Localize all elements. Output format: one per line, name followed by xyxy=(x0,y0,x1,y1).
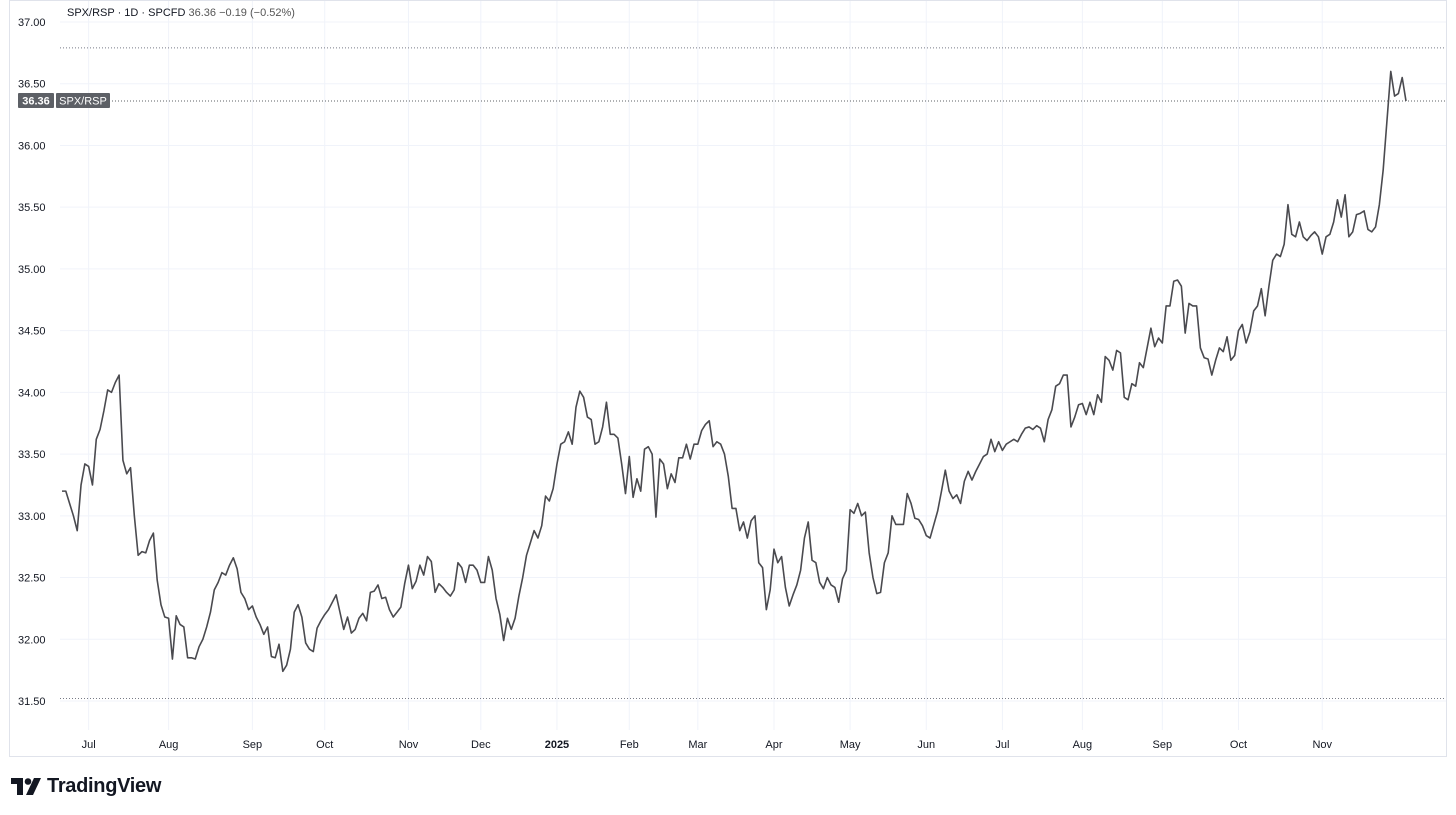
last-price-tag-label: SPX/RSP xyxy=(59,96,107,108)
last-price-tag: 36.36 SPX/RSP xyxy=(18,93,110,108)
y-tick-label: 34.00 xyxy=(18,387,46,399)
y-tick-label: 33.50 xyxy=(18,449,46,461)
series-line-spx-rsp xyxy=(62,70,1407,673)
y-tick-label: 35.50 xyxy=(18,202,46,214)
y-tick-label: 36.50 xyxy=(18,79,46,91)
last-price-tag-label-bg xyxy=(56,93,110,108)
x-tick-label: Nov xyxy=(1312,739,1332,751)
tradingview-logo-text: TradingView xyxy=(47,775,162,797)
x-tick-label: Sep xyxy=(243,739,263,751)
x-tick-label: Mar xyxy=(688,739,707,751)
x-tick-label: Oct xyxy=(1230,739,1247,751)
x-tick-label: Aug xyxy=(1073,739,1093,751)
y-tick-label: 34.50 xyxy=(18,326,46,338)
x-tick-label: Apr xyxy=(765,739,782,751)
x-axis: Jul Aug Sep Oct Nov Dec 2025 Feb Mar Apr May Jun Jul… xyxy=(82,739,1333,751)
x-tick-label: Dec xyxy=(471,739,491,751)
x-tick-label: Jul xyxy=(82,739,96,751)
tradingview-logo-icon xyxy=(11,778,41,795)
x-tick-label: Feb xyxy=(620,739,639,751)
legend-separator: · xyxy=(117,7,125,19)
y-tick-label: 37.00 xyxy=(18,17,46,29)
x-tick-label: Oct xyxy=(316,739,333,751)
horizontal-lines xyxy=(60,47,1446,700)
y-tick-label: 32.00 xyxy=(18,634,46,646)
chart-frame xyxy=(9,0,1447,757)
y-tick-label: 31.50 xyxy=(18,696,46,708)
x-tick-label: Nov xyxy=(399,739,419,751)
x-tick-label: Aug xyxy=(159,739,179,751)
legend-separator: · xyxy=(141,7,149,19)
y-tick-label: 33.00 xyxy=(18,511,46,523)
x-tick-label: 2025 xyxy=(545,739,569,751)
y-axis: 31.50 32.00 32.50 33.00 33.50 34.00 34.50 35.00… xyxy=(18,17,46,708)
legend-interval[interactable]: 1D xyxy=(124,7,139,19)
tradingview-logo[interactable]: TradingView xyxy=(11,775,161,798)
symbol-legend[interactable]: SPX/RSP · 1D · SPCFD 36.36 −0.19 (−0.52%… xyxy=(67,7,295,19)
x-tick-label: Jul xyxy=(995,739,1009,751)
legend-change-pct: (−0.52%) xyxy=(250,7,295,19)
y-tick-label: 32.50 xyxy=(18,573,46,585)
last-price-tag-value-bg xyxy=(18,93,54,108)
y-tick-label: 36.00 xyxy=(18,140,46,152)
x-tick-label: May xyxy=(840,739,861,751)
legend-symbol[interactable]: SPX/RSP xyxy=(67,7,115,19)
legend-source: SPCFD xyxy=(148,7,186,19)
x-tick-label: Jun xyxy=(917,739,935,751)
legend-last-value: 36.36 xyxy=(188,7,217,19)
y-tick-label: 35.00 xyxy=(18,264,46,276)
last-price-tag-value: 36.36 xyxy=(22,96,50,108)
grid-layer xyxy=(60,1,1446,730)
x-tick-label: Sep xyxy=(1153,739,1173,751)
legend-change: −0.19 xyxy=(219,7,247,19)
